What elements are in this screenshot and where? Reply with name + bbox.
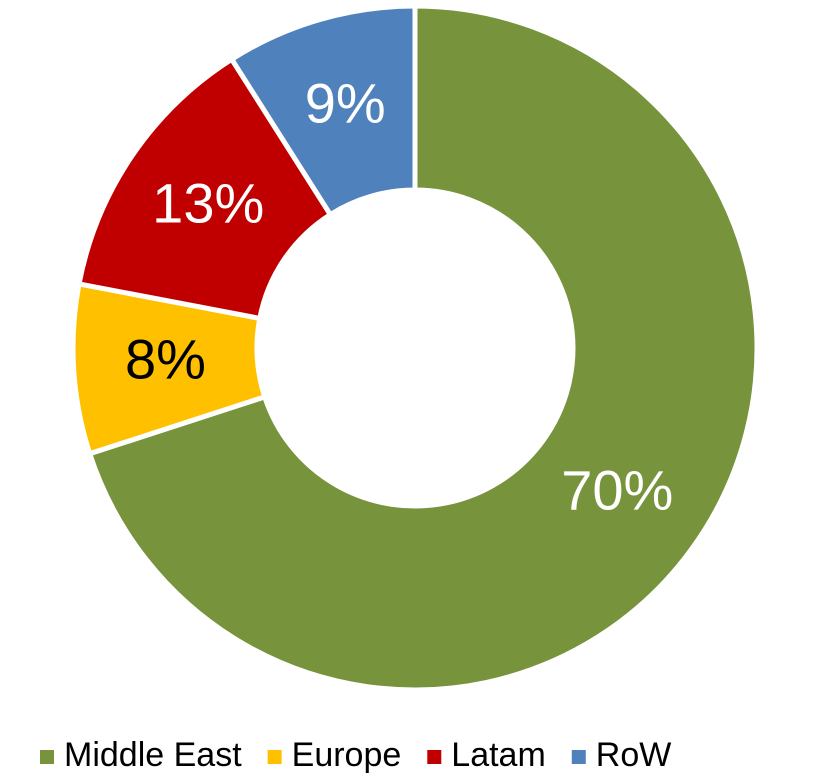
legend-swatch — [571, 750, 586, 764]
donut-slice — [86, 3, 760, 693]
legend-label: RoW — [596, 736, 672, 774]
data-label: 70% — [561, 459, 673, 522]
donut-slice — [76, 55, 334, 322]
donut-slice — [228, 3, 418, 219]
legend-swatch — [40, 750, 54, 764]
legend-label: Europe — [292, 736, 402, 774]
data-label: 13% — [152, 171, 264, 234]
legend-swatch — [267, 750, 282, 764]
data-label: 8% — [125, 327, 206, 390]
data-label: 9% — [305, 72, 386, 135]
legend-label: Middle East — [64, 736, 242, 774]
legend-label: Latam — [451, 736, 546, 774]
legend-swatch — [427, 750, 442, 764]
